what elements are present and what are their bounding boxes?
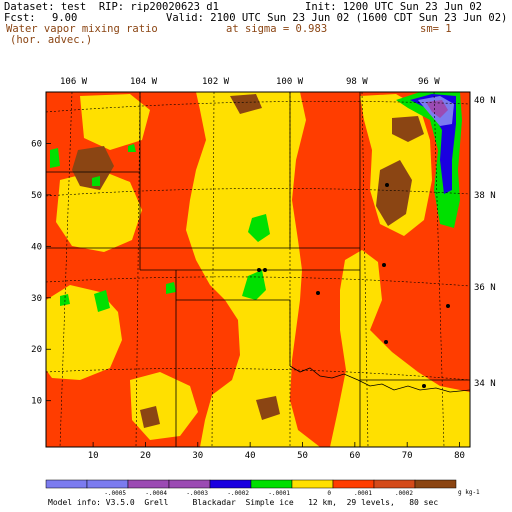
green-patch-8 — [128, 144, 136, 152]
sigma-level: at sigma = 0.983 — [226, 23, 328, 35]
yellow-region-se — [330, 250, 470, 447]
color-bar-label: .0002 — [395, 490, 413, 497]
color-bar — [45, 479, 457, 489]
x-tick-label: 40 — [245, 451, 256, 461]
color-bar-label: -.0005 — [104, 490, 126, 497]
brown-patch-4 — [256, 396, 280, 420]
fcst-label: Fcst: — [4, 12, 36, 24]
lat-label-36n: 36 N — [474, 283, 496, 293]
fcst-value: 9.00 — [52, 12, 78, 24]
x-tick-label: 80 — [454, 451, 465, 461]
x-tick-label: 50 — [297, 451, 308, 461]
model-info: Model info: V3.5.0 Grell Blackadar Simpl… — [48, 498, 439, 507]
color-bar-swatch — [250, 479, 293, 489]
green-patch-4 — [50, 148, 60, 168]
color-bar-label: 0 — [327, 490, 331, 497]
color-bar-labels: -.0005 -.0004 -.0003 -.0002 -.0001 0 .0001 .000… — [104, 490, 413, 497]
lon-label-102w: 102 W — [202, 77, 230, 87]
yellow-region-nw — [80, 94, 150, 150]
x-tick-label: 10 — [88, 451, 99, 461]
y-tick-label: 40 — [31, 242, 42, 252]
green-patch-2 — [248, 214, 270, 242]
brown-patch-3 — [392, 116, 424, 142]
color-bar-swatch — [168, 479, 211, 489]
magenta-ne-core — [426, 100, 448, 118]
lon-label-96w: 96 W — [418, 77, 440, 87]
green-patch-6 — [166, 282, 176, 294]
color-bar-swatch — [373, 479, 416, 489]
color-bar-swatch — [291, 479, 334, 489]
field-name: Water vapor mixing ratio — [6, 23, 158, 35]
x-tick-label: 20 — [140, 451, 151, 461]
y-tick-label: 20 — [31, 345, 42, 355]
color-bar-swatch — [86, 479, 129, 489]
yellow-region-center — [186, 92, 320, 447]
color-bar-label: -.0003 — [186, 490, 208, 497]
color-bar-label: -.0002 — [227, 490, 249, 497]
x-tick-label: 30 — [192, 451, 203, 461]
y-tick-label: 60 — [31, 139, 42, 149]
y-axis: 10 20 30 40 50 60 — [31, 139, 51, 407]
dataset-line: Dataset: test RIP: rip20020623 d1 — [4, 1, 219, 13]
brown-patch-5 — [140, 406, 160, 428]
color-bar-swatch — [45, 479, 88, 489]
station-dots — [257, 183, 450, 388]
color-bar-label: -.0004 — [145, 490, 167, 497]
x-tick-label: 70 — [402, 451, 413, 461]
green-patch-1 — [242, 270, 266, 300]
smoothing: sm= 1 — [420, 23, 452, 35]
y-tick-label: 10 — [31, 397, 42, 407]
init-time: Init: 1200 UTC Sun 23 Jun 02 — [305, 1, 483, 13]
color-bar-swatch — [209, 479, 252, 489]
lon-label-106w: 106 W — [60, 77, 88, 87]
graticule — [46, 92, 470, 447]
x-axis: 10 20 30 40 50 60 70 80 — [88, 442, 465, 461]
valid-time: Valid: 2100 UTC Sun 23 Jun 02 (1600 CDT … — [166, 12, 508, 24]
y-tick-label: 50 — [31, 191, 42, 201]
contour-fill — [46, 92, 470, 447]
lat-label-38n: 38 N — [474, 191, 496, 201]
color-bar-swatch — [127, 479, 170, 489]
green-patch-3 — [94, 290, 110, 312]
color-bar-swatch — [414, 479, 457, 489]
lat-label-40n: 40 N — [474, 96, 496, 106]
lon-label-98w: 98 W — [346, 77, 368, 87]
lat-label-34n: 34 N — [474, 379, 496, 389]
river-line — [289, 365, 470, 393]
color-bar-label: .0001 — [354, 490, 372, 497]
lon-label-104w: 104 W — [130, 77, 158, 87]
yellow-region-west — [56, 170, 142, 252]
color-bar-swatch — [332, 479, 375, 489]
color-bar-units: g kg-1 — [458, 489, 480, 496]
x-tick-label: 60 — [349, 451, 360, 461]
brown-patch-2 — [376, 160, 412, 226]
y-tick-label: 30 — [31, 294, 42, 304]
brown-patch-6 — [230, 94, 262, 114]
color-bar-label: -.0001 — [268, 490, 290, 497]
brown-patch-1 — [72, 146, 114, 190]
lon-label-100w: 100 W — [276, 77, 304, 87]
green-patch-7 — [92, 176, 100, 186]
plot-frame — [45, 91, 471, 448]
field-subtitle: (hor. advec.) — [10, 34, 93, 46]
